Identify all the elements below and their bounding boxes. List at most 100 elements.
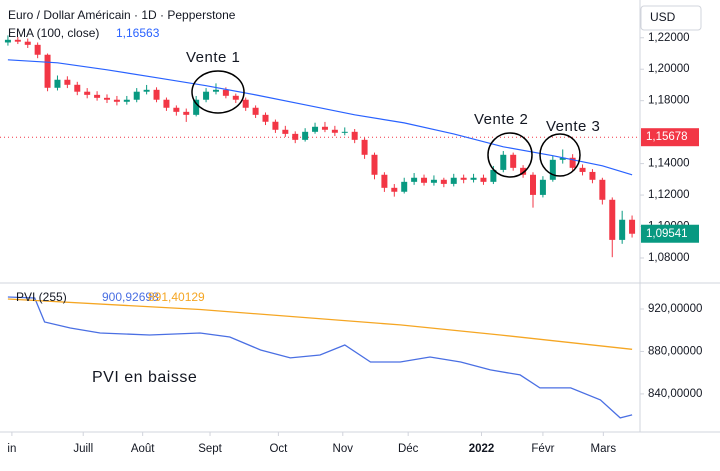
candle-body [321, 126, 328, 130]
candle-body [480, 177, 487, 182]
candle-body [569, 157, 576, 168]
candle-body [232, 95, 239, 100]
x-tick-label: in [7, 443, 16, 455]
candle-body [629, 219, 636, 234]
y-tick-label: 1,14000 [648, 158, 690, 170]
candle-body [113, 99, 120, 102]
y-tick-label: 840,00000 [648, 388, 702, 400]
candle-body [391, 187, 398, 192]
x-tick-label: Sept [198, 443, 222, 455]
annotation: PVI en baisse [92, 369, 197, 386]
annotation-circle [539, 133, 581, 177]
candle-body [74, 84, 81, 92]
indicator-line [7, 296, 633, 419]
candle-body [252, 107, 259, 115]
price-label: 1,09541 [646, 228, 688, 240]
candle-body [173, 107, 180, 112]
annotation: Vente 2 [474, 111, 528, 128]
candle-body [34, 44, 41, 55]
candle-body [272, 121, 279, 130]
candle-body [440, 179, 447, 184]
candle-body [163, 99, 170, 108]
candle-body [609, 199, 616, 240]
candle-body [212, 89, 219, 92]
candle-body [44, 54, 51, 88]
candle-body [4, 39, 11, 43]
candle-body [222, 89, 229, 96]
plot [0, 35, 640, 419]
candle-body [460, 177, 467, 180]
pvi-title: PVI (255) [16, 290, 67, 304]
y-tick-label: 880,00000 [648, 345, 702, 357]
x-tick-label: Oct [269, 443, 288, 455]
candle-body [143, 89, 150, 92]
x-tick-label: 2022 [469, 443, 495, 455]
price-label-box [641, 128, 699, 147]
x-tick-label: Août [131, 443, 155, 455]
price-label: 1,15678 [646, 131, 688, 143]
candle-body [282, 129, 289, 134]
candle-body [351, 131, 358, 140]
candle-body [133, 91, 140, 100]
candle-body [203, 91, 210, 100]
candle-body [470, 177, 477, 180]
annotation: Vente 3 [546, 118, 600, 135]
currency-button[interactable] [640, 5, 702, 31]
candle-body [153, 89, 160, 100]
candle-body [530, 174, 537, 195]
candle-body [500, 154, 507, 170]
currency[interactable]: USD [650, 10, 676, 24]
chart-title: Euro / Dollar Américain · 1D · Peppersto… [8, 8, 236, 22]
price-label-box [641, 224, 699, 243]
candle-body [64, 79, 71, 85]
x-tick-label: Févr [531, 443, 554, 455]
candle-body [539, 179, 546, 195]
candle-body [103, 97, 110, 100]
candle-body [312, 126, 319, 132]
ema-legend: EMA (100, close) [8, 26, 99, 40]
annotation-circle [191, 70, 245, 114]
candle-body [430, 179, 437, 183]
ema-legend-value: 1,16563 [116, 26, 160, 40]
candle-body [94, 94, 101, 98]
candle-body [193, 99, 200, 115]
candle-body [331, 129, 338, 133]
y-tick-label: 1,12000 [648, 189, 690, 201]
candle-body [520, 167, 527, 175]
y-tick-label: 1,20000 [648, 63, 690, 75]
x-tick-label: Mars [591, 443, 617, 455]
candle-body [54, 79, 61, 88]
pvi-legend-value: 900,92698 [102, 290, 159, 304]
y-tick-label: 1,22000 [648, 32, 690, 44]
candle-body [589, 171, 596, 180]
y-tick-label: 920,00000 [648, 303, 702, 315]
annotation-circle [487, 132, 533, 178]
candle-body [183, 111, 190, 115]
candle-body [262, 114, 269, 122]
x-tick-label: Juill [73, 443, 93, 455]
candle-body [421, 177, 428, 183]
candle-body [361, 139, 368, 155]
candle-body [24, 41, 31, 45]
signal-legend-value: 891,40129 [148, 290, 205, 304]
candle-body [292, 133, 299, 140]
candle-body [559, 157, 566, 160]
candle-body [14, 39, 21, 42]
candle-body [401, 181, 408, 192]
candle-body [371, 154, 378, 175]
y-tick-label: 1,08000 [648, 252, 690, 264]
x-tick-label: Nov [333, 443, 354, 455]
candle-body [490, 169, 497, 182]
indicator-line [7, 298, 633, 350]
candle-body [619, 219, 626, 240]
candle-body [450, 177, 457, 184]
candle-body [579, 167, 586, 172]
candle-body [510, 154, 517, 168]
candle-body [411, 177, 418, 182]
candle-body [549, 159, 556, 180]
ema-line [7, 59, 633, 176]
candle-body [242, 99, 249, 108]
x-tick-label: Déc [398, 443, 419, 455]
